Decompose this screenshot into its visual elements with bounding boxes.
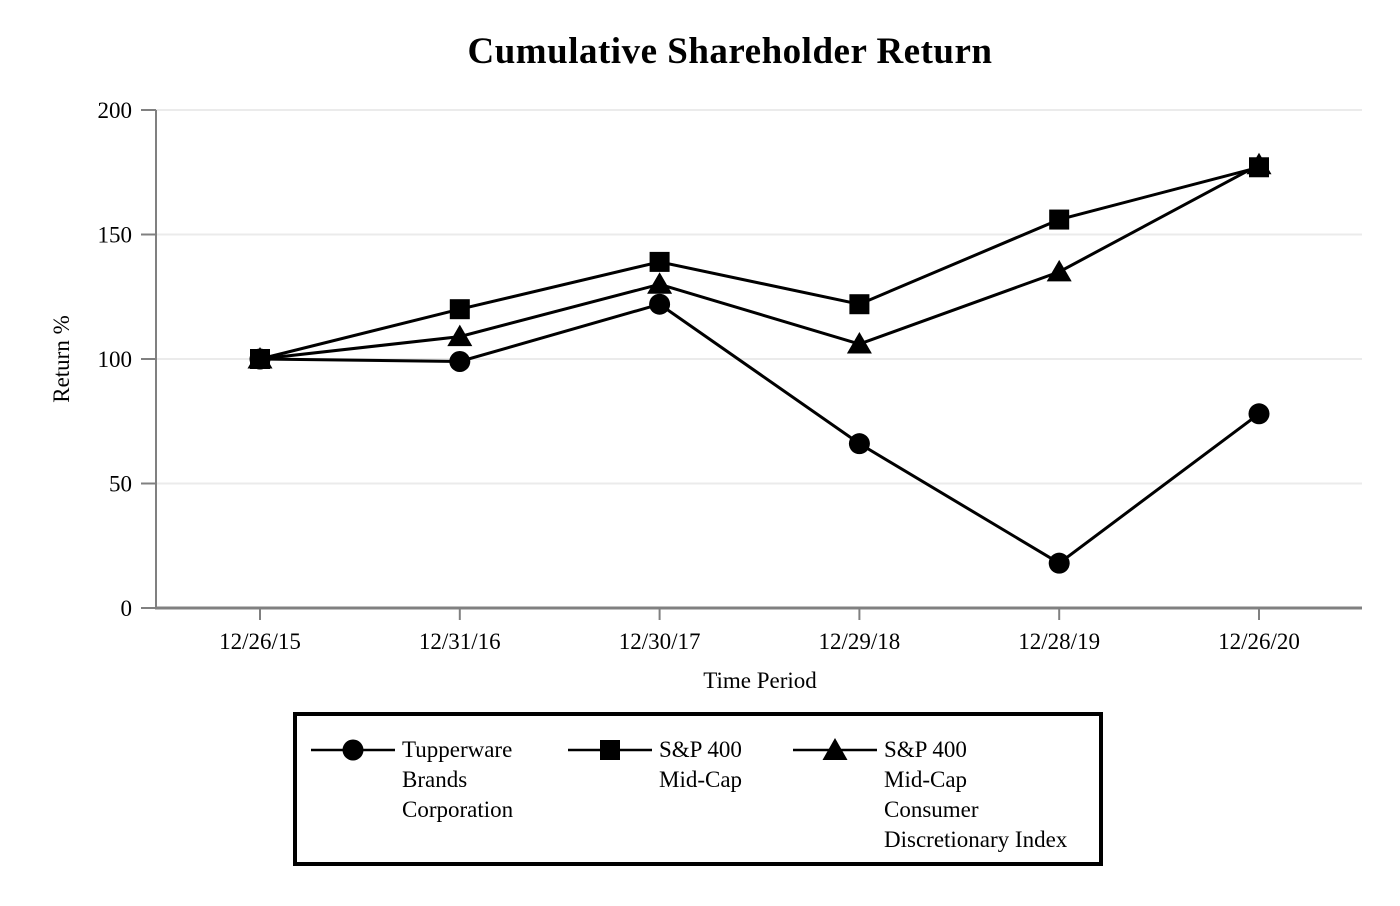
x-tick-label: 12/31/16 (419, 629, 501, 654)
cumulative-return-line-chart: 0 50 100 150 200 12/26/15 12/31/16 12/30/17 12/2… (49, 98, 1362, 693)
square-icon (600, 740, 620, 760)
triangle-icon (822, 738, 848, 760)
y-tick-label: 100 (98, 347, 133, 372)
y-tick-label: 200 (98, 98, 133, 123)
legend-entry-label: Tupperware Brands Corporation (402, 737, 514, 822)
data-point-square (649, 251, 670, 272)
series-line-square (259, 165, 1260, 361)
legend-entry-label: S&P 400 Mid-Cap Consumer Discretionary Inde… (884, 737, 1068, 852)
data-point-square (1049, 209, 1070, 230)
x-axis-title: Time Period (703, 668, 817, 693)
data-point-square (449, 299, 470, 320)
data-point-square (1249, 157, 1269, 178)
data-point-circle (848, 433, 870, 455)
legend-marker-square (568, 740, 652, 760)
chart-title: Cumulative Shareholder Return (467, 31, 993, 72)
legend-entry-label: S&P 400 Mid-Cap (659, 737, 743, 792)
data-point-circle (449, 350, 471, 372)
x-tick-label: 12/26/15 (219, 629, 301, 654)
x-tick-label: 12/26/20 (1218, 629, 1300, 654)
data-point-square (849, 294, 870, 315)
data-point-square (250, 349, 270, 369)
data-point-circle (1248, 403, 1270, 425)
data-point-triangle (846, 332, 872, 354)
legend-marker-triangle (793, 738, 877, 760)
legend-marker-circle (311, 739, 395, 761)
y-tick-label: 50 (109, 472, 132, 497)
y-axis-title: Return % (49, 315, 74, 403)
y-tick-label: 0 (121, 596, 133, 621)
x-tick-label: 12/30/17 (619, 629, 701, 654)
circle-icon (342, 739, 364, 761)
data-point-triangle (1046, 259, 1072, 282)
data-point-circle (1048, 552, 1070, 574)
x-tick-label: 12/28/19 (1018, 629, 1100, 654)
series-line-triangle (259, 163, 1260, 361)
y-tick-label: 150 (98, 223, 133, 248)
data-point-circle (649, 293, 671, 315)
series-line-circle (259, 302, 1260, 565)
legend: Tupperware Brands Corporation S&P 400 Mid-Ca… (293, 712, 1103, 866)
x-tick-label: 12/29/18 (819, 629, 901, 654)
data-point-triangle (647, 272, 673, 294)
data-point-triangle (447, 324, 473, 347)
